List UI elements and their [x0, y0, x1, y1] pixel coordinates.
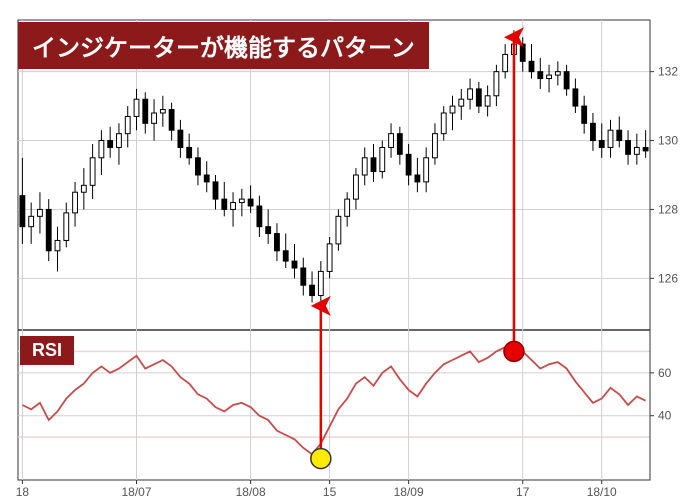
candle-body [608, 130, 613, 147]
candle-body [99, 141, 104, 158]
candle-body [196, 158, 201, 175]
price-axis-label: 130 [658, 134, 678, 148]
signal-marker [311, 449, 331, 469]
candle-body [406, 154, 411, 175]
candle-body [178, 130, 183, 147]
candle-body [310, 285, 315, 295]
candle-body [213, 182, 218, 199]
candle-body [415, 175, 420, 182]
candle-body [626, 141, 631, 155]
price-axis-label: 132 [658, 65, 678, 79]
candle-body [38, 209, 43, 216]
chart-container: インジケーターが機能するパターン RSI 1261281301324060181… [0, 0, 700, 500]
candle-body [204, 175, 209, 182]
candle-body [389, 134, 394, 148]
candle-body [362, 158, 367, 175]
x-axis-label: 18/10 [587, 485, 617, 499]
rsi-axis-label: 60 [658, 366, 672, 380]
candle-body [564, 72, 569, 89]
plot-border [18, 20, 650, 480]
candle-body [380, 147, 385, 171]
candle-body [424, 158, 429, 182]
candle-body [266, 227, 271, 234]
candle-body [169, 110, 174, 131]
candle-body [64, 213, 69, 241]
candle-body [301, 268, 306, 285]
rsi-label: RSI [20, 336, 74, 365]
candle-body [90, 158, 95, 186]
candle-body [336, 216, 341, 244]
x-axis-label: 18 [16, 485, 30, 499]
candle-body [397, 134, 402, 155]
candle-body [117, 134, 122, 148]
x-axis-label: 18/08 [236, 485, 266, 499]
candle-body [134, 99, 139, 116]
candle-body [441, 113, 446, 134]
candle-body [617, 130, 622, 140]
candle-body [468, 89, 473, 99]
candle-body [433, 134, 438, 158]
candle-body [591, 123, 596, 140]
candle-body [494, 72, 499, 96]
candle-body [55, 240, 60, 250]
candle-body [292, 261, 297, 268]
candle-body [547, 75, 552, 78]
candle-body [345, 199, 350, 216]
x-axis-label: 18/07 [121, 485, 151, 499]
x-axis-label: 17 [516, 485, 530, 499]
candle-body [160, 110, 165, 113]
candle-body [275, 234, 280, 251]
candle-body [327, 244, 332, 272]
candle-body [529, 61, 534, 71]
candle-body [459, 99, 464, 106]
candle-body [450, 106, 455, 113]
candle-body [46, 209, 51, 250]
candle-body [231, 203, 236, 210]
candle-body [248, 199, 253, 206]
candle-body [20, 196, 25, 227]
candle-body [485, 96, 490, 106]
candle-body [520, 44, 525, 61]
price-axis-label: 126 [658, 271, 678, 285]
candle-body [538, 72, 543, 79]
candle-body [81, 185, 86, 192]
chart-title-banner: インジケーターが機能するパターン [18, 22, 429, 69]
candle-body [239, 199, 244, 202]
candle-body [599, 141, 604, 148]
rsi-axis-label: 40 [658, 409, 672, 423]
candle-body [573, 89, 578, 106]
candle-body [29, 216, 34, 226]
x-axis-label: 18/09 [394, 485, 424, 499]
candle-body [634, 147, 639, 154]
chart-svg: 126 128 130 132 40 60 18 18/07 18/08 15 18/09 17 18/… [0, 0, 700, 500]
candle-body [555, 72, 560, 75]
candle-body [125, 116, 130, 133]
x-axis-label: 15 [323, 485, 337, 499]
candle-body [108, 141, 113, 148]
signal-marker [504, 341, 524, 361]
candle-body [187, 147, 192, 157]
candle-body [371, 158, 376, 172]
candle-body [283, 251, 288, 261]
candle-body [318, 271, 323, 295]
candle-body [143, 99, 148, 123]
candle-body [73, 192, 78, 213]
candle-body [257, 206, 262, 227]
candle-body [222, 199, 227, 209]
candle-body [152, 113, 157, 123]
candle-body [503, 54, 508, 71]
candle-body [643, 147, 648, 150]
candle-body [476, 89, 481, 106]
candle-body [354, 175, 359, 199]
price-axis-label: 128 [658, 202, 678, 216]
candle-body [582, 106, 587, 123]
